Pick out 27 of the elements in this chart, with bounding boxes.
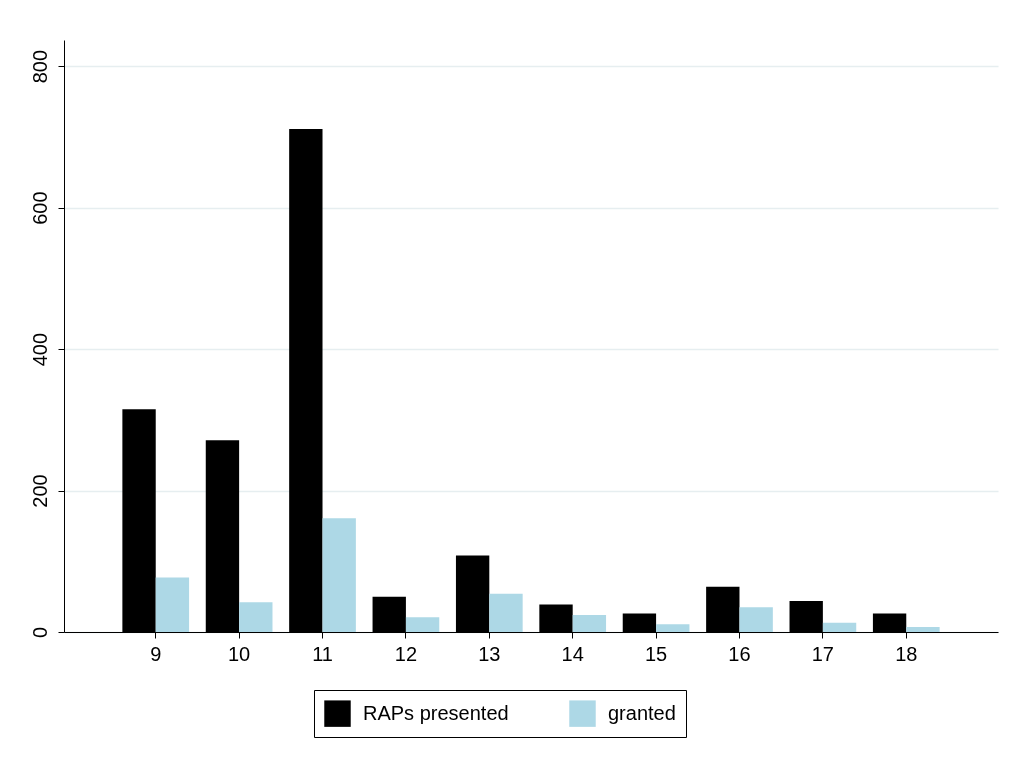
- bar: [322, 518, 356, 632]
- bar: [572, 615, 607, 632]
- legend-label: RAPs presented: [363, 701, 509, 724]
- y-tick-label: 200: [28, 474, 51, 508]
- y-tick-label: 800: [28, 49, 51, 84]
- x-tick-label: 9: [150, 642, 162, 665]
- bar: [739, 607, 773, 632]
- x-tick-label: 11: [312, 642, 333, 665]
- x-tick-label: 17: [811, 642, 834, 665]
- x-tick-label: 16: [728, 642, 751, 665]
- bar: [405, 617, 440, 632]
- x-tick-label: 18: [895, 642, 918, 665]
- x-tick-label: 12: [394, 642, 418, 665]
- x-tick-label: 13: [478, 642, 501, 665]
- y-tick-label: 600: [28, 191, 51, 225]
- x-tick-label: 10: [228, 642, 251, 665]
- bar: [822, 622, 857, 632]
- legend-label: granted: [608, 701, 676, 724]
- bar: [239, 602, 273, 632]
- x-tick-label: 14: [561, 642, 584, 665]
- bar: [656, 624, 690, 632]
- y-tick-label: 0: [28, 626, 51, 639]
- bar: [489, 593, 523, 632]
- bar: [906, 627, 940, 632]
- bar: [155, 577, 190, 632]
- y-tick-label: 400: [28, 332, 51, 367]
- x-tick-label: 15: [644, 642, 668, 665]
